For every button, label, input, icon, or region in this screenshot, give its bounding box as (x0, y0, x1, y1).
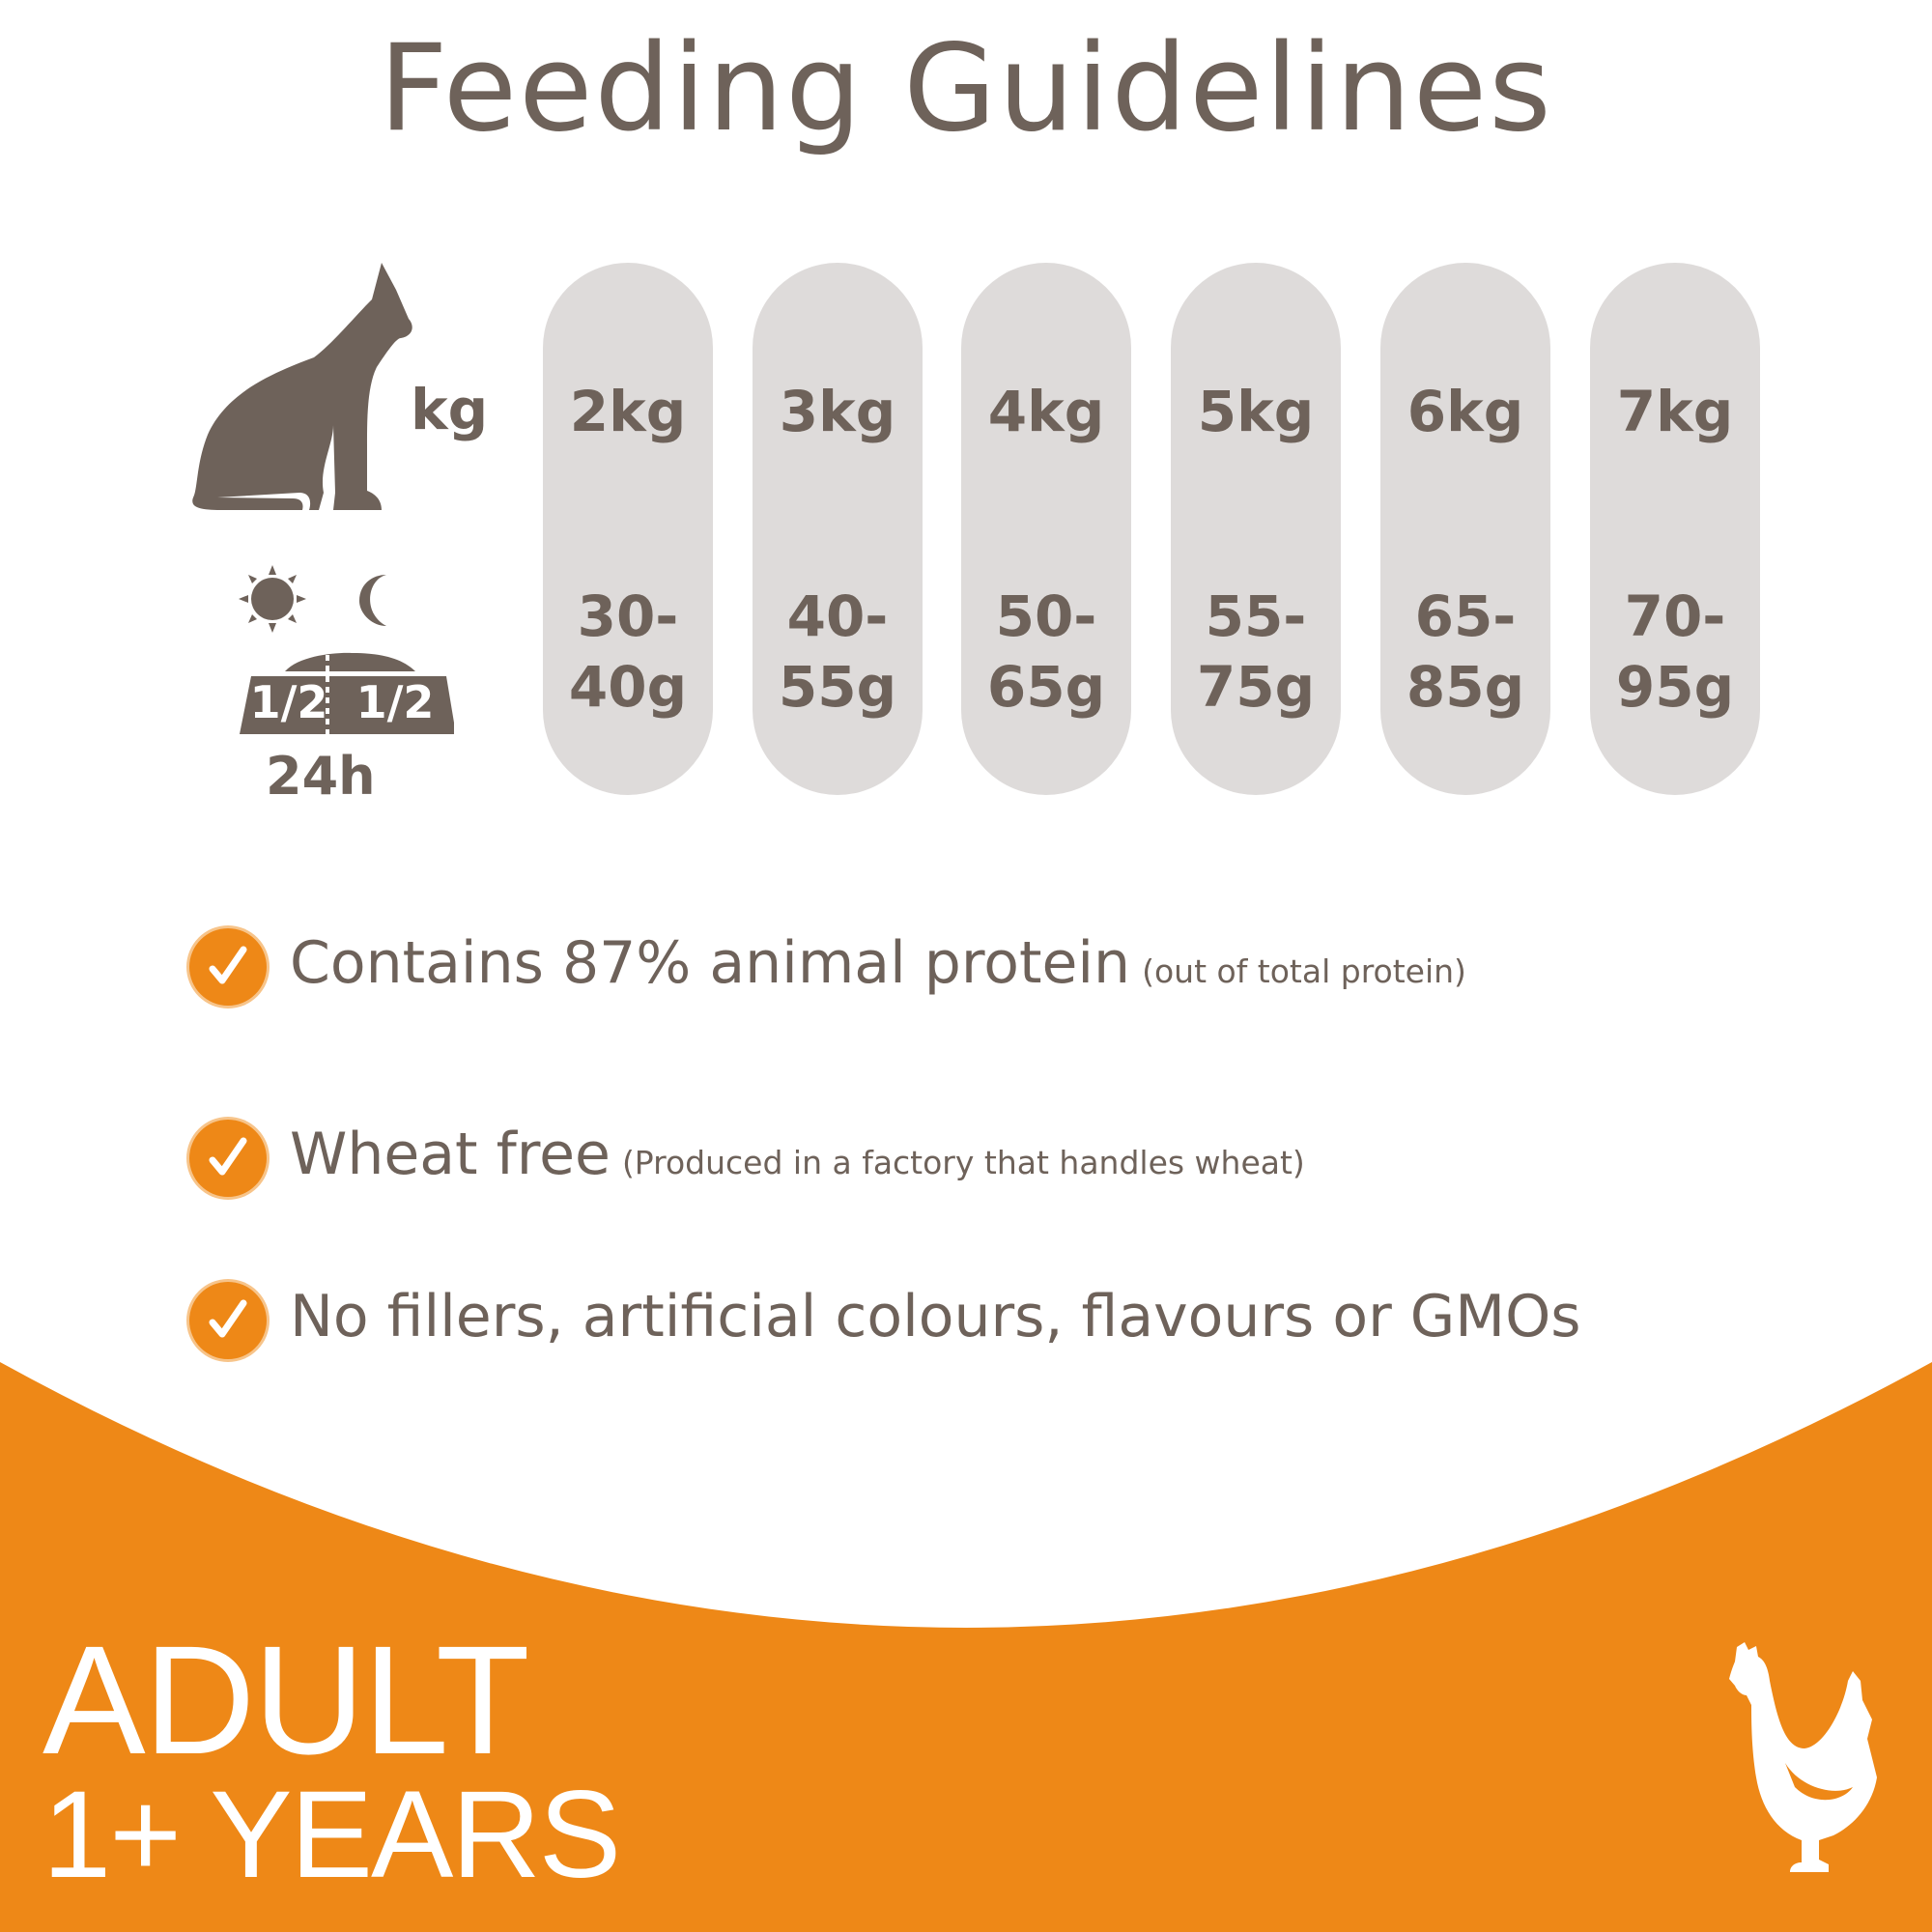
weight-column: 3kg 40- 55g (753, 263, 923, 795)
bowl-half-day: 1/2 (249, 676, 328, 728)
weight-value: 2kg (569, 379, 687, 444)
check-icon (189, 928, 267, 1006)
weight-column: 7kg 70- 95g (1590, 263, 1760, 795)
weight-column: 2kg 30- 40g (543, 263, 713, 795)
amount-value: 30- 40g (568, 583, 688, 720)
weight-column: 5kg 55- 75g (1171, 263, 1341, 795)
chicken-icon (1729, 1642, 1877, 1872)
check-icon (189, 1120, 267, 1197)
feature-item: Contains 87% animal protein (out of total… (290, 929, 1466, 997)
amount-value: 65- 85g (1406, 583, 1525, 720)
weight-column: 4kg 50- 65g (961, 263, 1131, 795)
bowl-half-night: 1/2 (355, 676, 435, 728)
check-icon (189, 1282, 267, 1359)
weight-value: 7kg (1616, 379, 1734, 444)
cat-icon (192, 263, 412, 510)
amount-value: 40- 55g (778, 583, 897, 720)
life-stage-label: ADULT (43, 1613, 530, 1786)
feature-item: Wheat free (Produced in a factory that ha… (290, 1121, 1305, 1188)
food-bowl-icon (240, 652, 454, 734)
page-title: Feeding Guidelines (379, 19, 1553, 158)
amount-value: 50- 65g (986, 583, 1106, 720)
weight-value: 4kg (987, 379, 1105, 444)
age-label: 1+ YEARS (43, 1766, 621, 1904)
period-label: 24h (266, 746, 376, 807)
amount-value: 70- 95g (1615, 583, 1735, 720)
footer-band (0, 1362, 1932, 1932)
moon-icon (359, 575, 386, 626)
feeding-schedule-icon (239, 565, 454, 734)
weight-value: 5kg (1197, 379, 1315, 444)
feature-item: No fillers, artificial colours, flavours… (290, 1283, 1581, 1350)
sun-icon (239, 565, 306, 633)
weight-value: 3kg (779, 379, 896, 444)
amount-value: 55- 75g (1196, 583, 1316, 720)
weight-value: 6kg (1406, 379, 1524, 444)
weight-unit-label: kg (411, 377, 489, 442)
weight-column: 6kg 65- 85g (1380, 263, 1550, 795)
